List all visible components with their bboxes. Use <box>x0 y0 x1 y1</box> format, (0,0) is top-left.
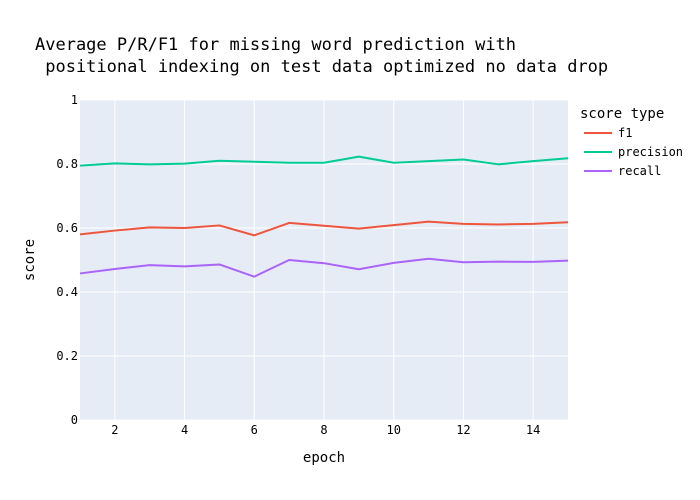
legend-label: f1 <box>618 126 632 140</box>
chart-title-line-2: positional indexing on test data optimiz… <box>35 57 608 77</box>
series-line-precision <box>79 155 569 167</box>
series-lines <box>79 155 569 278</box>
y-tick-label: 0 <box>71 413 78 427</box>
y-axis-ticks: 0 0.2 0.4 0.6 0.8 1 <box>56 93 78 427</box>
legend-item-f1[interactable]: f1 <box>584 126 632 140</box>
legend-title: score type <box>580 106 664 122</box>
legend: score type f1 precision recall <box>580 106 683 178</box>
legend-label: precision <box>618 145 683 159</box>
chart-title-line-1: Average P/R/F1 for missing word predicti… <box>35 35 516 55</box>
x-tick-label: 10 <box>386 423 400 437</box>
legend-label: recall <box>618 164 661 178</box>
series-line-f1 <box>79 220 569 237</box>
y-axis-title: score <box>22 239 38 281</box>
y-tick-label: 0.6 <box>56 221 78 235</box>
x-tick-label: 14 <box>526 423 540 437</box>
legend-item-recall[interactable]: recall <box>584 164 661 178</box>
y-tick-label: 0.4 <box>56 285 78 299</box>
legend-item-precision[interactable]: precision <box>584 145 683 159</box>
grid-lines <box>80 99 568 421</box>
y-tick-label: 0.8 <box>56 157 78 171</box>
x-tick-label: 8 <box>320 423 327 437</box>
y-tick-label: 0.2 <box>56 349 78 363</box>
x-axis-title: epoch <box>303 450 345 466</box>
x-tick-label: 4 <box>181 423 188 437</box>
x-tick-label: 2 <box>111 423 118 437</box>
x-axis-ticks: 2 4 6 8 10 12 14 <box>111 423 540 437</box>
series-line-recall <box>79 257 569 278</box>
chart-title: Average P/R/F1 for missing word predicti… <box>35 35 608 77</box>
x-tick-label: 6 <box>251 423 258 437</box>
x-tick-label: 12 <box>456 423 470 437</box>
y-tick-label: 1 <box>71 93 78 107</box>
